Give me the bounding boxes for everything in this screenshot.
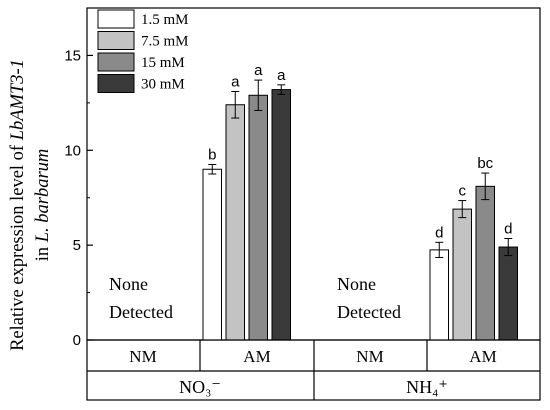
legend-swatch xyxy=(97,74,135,93)
significance-letter: a xyxy=(231,73,240,90)
y-tick-label: 0 xyxy=(73,332,81,349)
legend-swatch xyxy=(97,52,135,72)
significance-letter: a xyxy=(277,67,286,84)
bar xyxy=(498,246,518,341)
nitrogen-label-nh4: NH₄⁺ xyxy=(406,377,448,397)
significance-letter: a xyxy=(254,62,263,79)
significance-letter: bc xyxy=(477,155,493,172)
category-am-no3: AM xyxy=(243,347,270,366)
none-detected-line1: None xyxy=(337,274,376,294)
legend-swatch xyxy=(97,31,135,50)
y-tick-label: 5 xyxy=(73,237,81,254)
legend-label: 15 mM xyxy=(141,55,185,71)
category-table: NM AM NM AM NO₃⁻ NH₄⁺ xyxy=(86,339,541,401)
significance-letter: c xyxy=(459,183,467,200)
none-detected-notes: None Detected None Detected xyxy=(109,274,401,322)
bar xyxy=(271,89,291,341)
bar xyxy=(202,168,222,341)
bar xyxy=(429,249,449,341)
nitrogen-label-no3: NO₃⁻ xyxy=(179,377,221,397)
y-axis: 0 5 10 15 xyxy=(64,47,93,349)
none-detected-line1: None xyxy=(109,274,148,294)
none-detected-line2: Detected xyxy=(109,302,173,322)
category-nm-nh4: NM xyxy=(356,347,383,366)
legend-label: 30 mM xyxy=(141,77,185,93)
significance-letter: d xyxy=(504,221,512,238)
bar xyxy=(225,104,245,341)
bar xyxy=(475,185,495,341)
legend-label: 7.5 mM xyxy=(141,34,189,50)
y-tick-label: 15 xyxy=(64,47,81,64)
legend-label: 1.5 mM xyxy=(141,12,189,28)
legend: 1.5 mM 7.5 mM 15 mM 30 mM xyxy=(97,9,189,93)
significance-letter: d xyxy=(435,224,443,241)
category-nm-no3: NM xyxy=(129,347,156,366)
y-axis-title-line2: in L. barbarum xyxy=(33,149,53,262)
y-axis-title-line1: Relative expression level of LbAMT3-1 xyxy=(8,59,28,351)
category-am-nh4: AM xyxy=(469,347,496,366)
y-tick-label: 10 xyxy=(64,142,81,159)
legend-swatch xyxy=(97,9,135,29)
none-detected-line2: Detected xyxy=(337,302,401,322)
bar xyxy=(452,208,472,341)
bar xyxy=(248,94,268,341)
significance-letter: b xyxy=(208,147,216,164)
